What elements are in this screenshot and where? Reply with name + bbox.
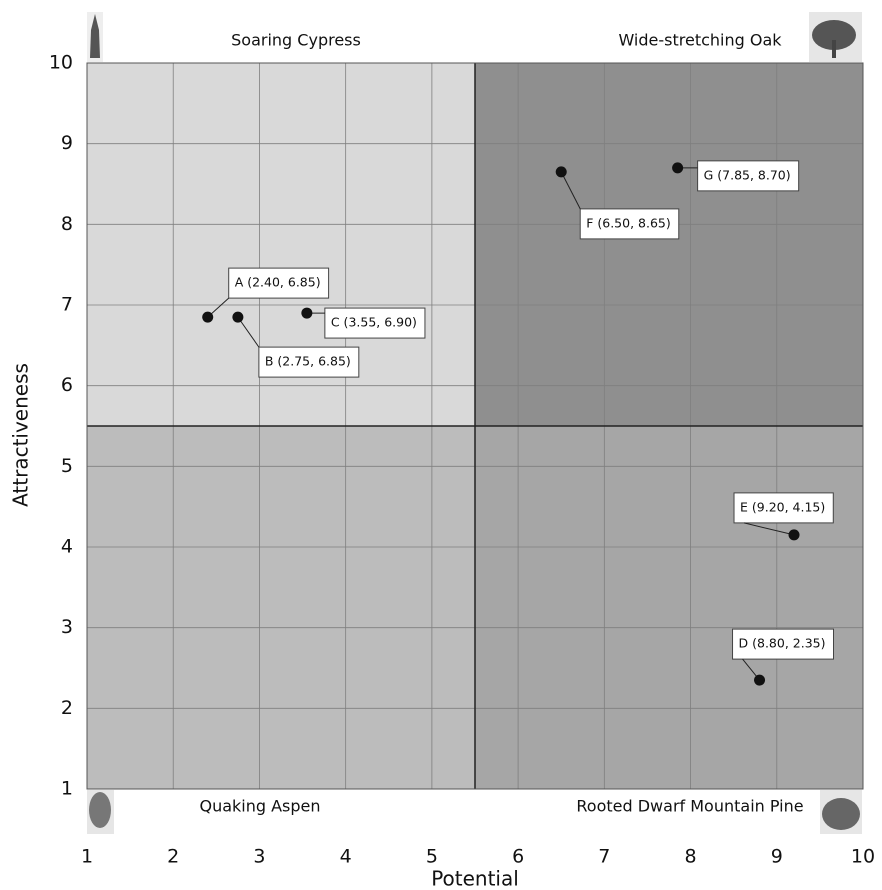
y-tick-label: 8 bbox=[61, 213, 73, 235]
label-text: D (8.80, 2.35) bbox=[739, 636, 826, 651]
point bbox=[301, 308, 312, 319]
x-tick-label: 6 bbox=[512, 846, 524, 868]
x-tick-label: 7 bbox=[598, 846, 610, 868]
x-tick-label: 3 bbox=[253, 846, 265, 868]
point-label: C (3.55, 6.90) bbox=[307, 308, 425, 338]
label-text: C (3.55, 6.90) bbox=[331, 315, 417, 330]
label-text: E (9.20, 4.15) bbox=[740, 499, 825, 514]
quadrant-label: Quaking Aspen bbox=[199, 797, 320, 816]
x-tick-label: 4 bbox=[340, 846, 352, 868]
point bbox=[556, 166, 567, 177]
tree-icon bbox=[809, 12, 862, 62]
quadrant-label: Rooted Dwarf Mountain Pine bbox=[576, 797, 803, 816]
y-tick-label: 5 bbox=[61, 455, 73, 477]
label-text: G (7.85, 8.70) bbox=[704, 167, 791, 182]
y-tick-label: 4 bbox=[61, 536, 73, 558]
label-text: F (6.50, 8.65) bbox=[586, 215, 671, 230]
y-tick-label: 10 bbox=[49, 52, 73, 74]
point bbox=[789, 529, 800, 540]
x-tick-label: 9 bbox=[771, 846, 783, 868]
quadrant bbox=[475, 426, 863, 789]
x-tick-label: 8 bbox=[685, 846, 697, 868]
point bbox=[232, 312, 243, 323]
x-tick-label: 10 bbox=[851, 846, 875, 868]
tree-icon bbox=[87, 12, 103, 62]
x-tick-label: 2 bbox=[167, 846, 179, 868]
y-axis-title: Attractiveness bbox=[9, 363, 33, 507]
y-tick-label: 2 bbox=[61, 697, 73, 719]
chart: Soaring Cypress Wide-stretching Oak Quakin… bbox=[0, 0, 882, 890]
quadrant bbox=[87, 426, 475, 789]
point bbox=[202, 312, 213, 323]
quadrant bbox=[475, 63, 863, 426]
tree-icon bbox=[87, 790, 114, 834]
y-tick-label: 3 bbox=[61, 616, 73, 638]
x-tick-label: 5 bbox=[426, 846, 438, 868]
y-tick-label: 6 bbox=[61, 374, 73, 396]
quadrant-label: Soaring Cypress bbox=[231, 31, 361, 50]
y-tick-label: 7 bbox=[61, 294, 73, 316]
quadrant-label: Wide-stretching Oak bbox=[618, 31, 782, 50]
y-tick-label: 1 bbox=[61, 778, 73, 800]
y-tick-label: 9 bbox=[61, 132, 73, 154]
x-axis-title: Potential bbox=[431, 867, 519, 890]
label-text: B (2.75, 6.85) bbox=[265, 354, 351, 369]
label-text: A (2.40, 6.85) bbox=[235, 275, 321, 290]
tree-icon bbox=[820, 790, 862, 834]
point bbox=[754, 675, 765, 686]
point bbox=[672, 162, 683, 173]
x-tick-label: 1 bbox=[81, 846, 93, 868]
